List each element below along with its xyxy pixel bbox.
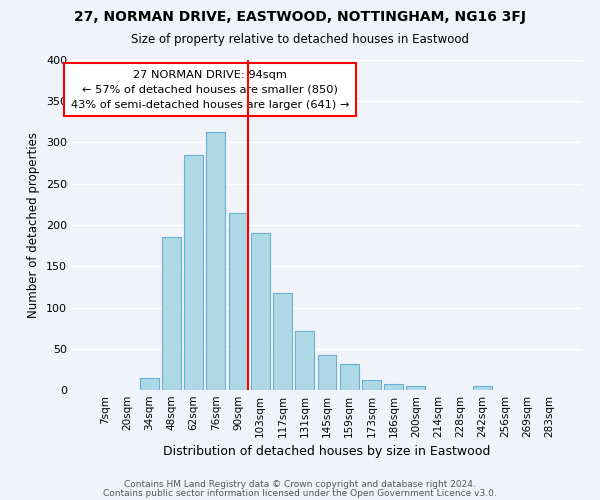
Bar [406,386,425,390]
Bar [273,292,292,390]
Text: 27, NORMAN DRIVE, EASTWOOD, NOTTINGHAM, NG16 3FJ: 27, NORMAN DRIVE, EASTWOOD, NOTTINGHAM, … [74,10,526,24]
X-axis label: Distribution of detached houses by size in Eastwood: Distribution of detached houses by size … [163,446,491,458]
Bar [473,386,492,390]
Bar [384,384,403,390]
Bar [362,380,381,390]
Bar [317,354,337,390]
Text: Contains public sector information licensed under the Open Government Licence v3: Contains public sector information licen… [103,489,497,498]
Bar [251,233,270,390]
Bar [340,364,359,390]
Bar [295,330,314,390]
Text: Size of property relative to detached houses in Eastwood: Size of property relative to detached ho… [131,32,469,46]
Text: Contains HM Land Registry data © Crown copyright and database right 2024.: Contains HM Land Registry data © Crown c… [124,480,476,489]
Y-axis label: Number of detached properties: Number of detached properties [28,132,40,318]
Bar [140,378,158,390]
Bar [229,212,248,390]
Bar [184,155,203,390]
Bar [206,132,225,390]
Bar [162,238,181,390]
Text: 27 NORMAN DRIVE: 94sqm
← 57% of detached houses are smaller (850)
43% of semi-de: 27 NORMAN DRIVE: 94sqm ← 57% of detached… [71,70,349,110]
